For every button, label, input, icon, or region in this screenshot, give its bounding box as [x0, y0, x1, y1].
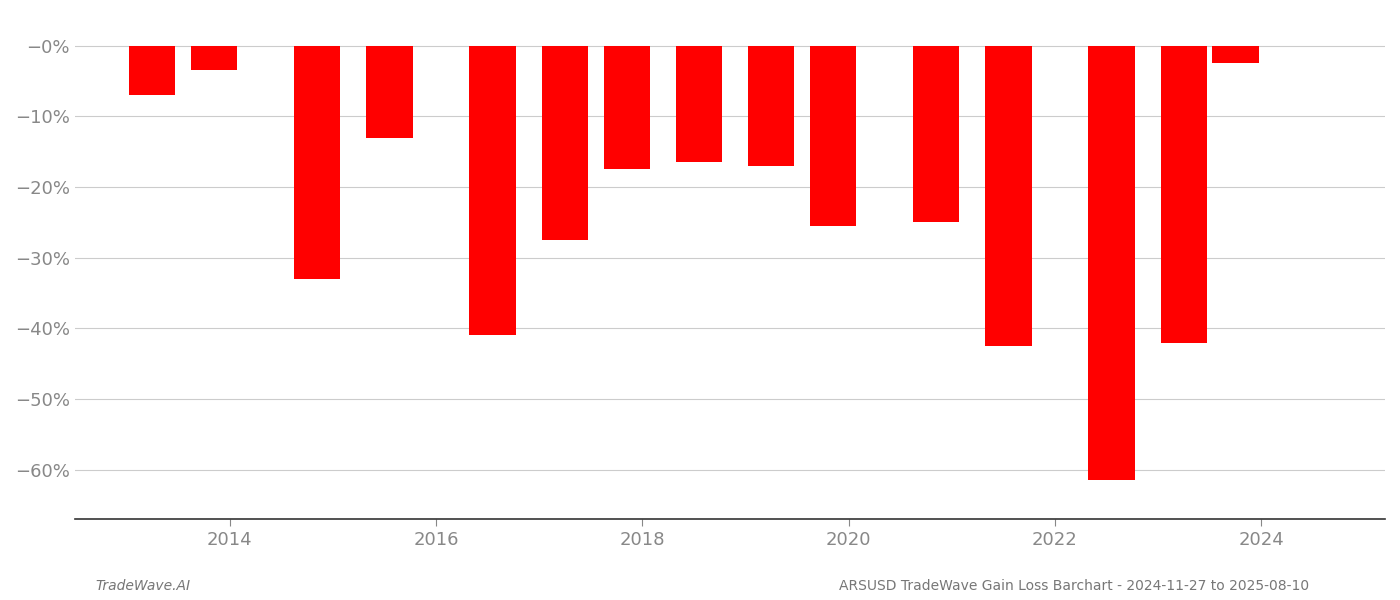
- Bar: [986, 46, 1032, 346]
- Bar: [542, 46, 588, 240]
- Text: TradeWave.AI: TradeWave.AI: [95, 579, 190, 593]
- Bar: [129, 46, 175, 95]
- Bar: [913, 46, 959, 223]
- Bar: [603, 46, 650, 169]
- Bar: [1088, 46, 1135, 481]
- Bar: [748, 46, 794, 166]
- Bar: [1212, 46, 1259, 64]
- Bar: [1161, 46, 1207, 343]
- Bar: [190, 46, 238, 70]
- Bar: [469, 46, 515, 335]
- Bar: [676, 46, 722, 163]
- Bar: [294, 46, 340, 279]
- Bar: [809, 46, 857, 226]
- Text: ARSUSD TradeWave Gain Loss Barchart - 2024-11-27 to 2025-08-10: ARSUSD TradeWave Gain Loss Barchart - 20…: [839, 579, 1309, 593]
- Bar: [367, 46, 413, 137]
